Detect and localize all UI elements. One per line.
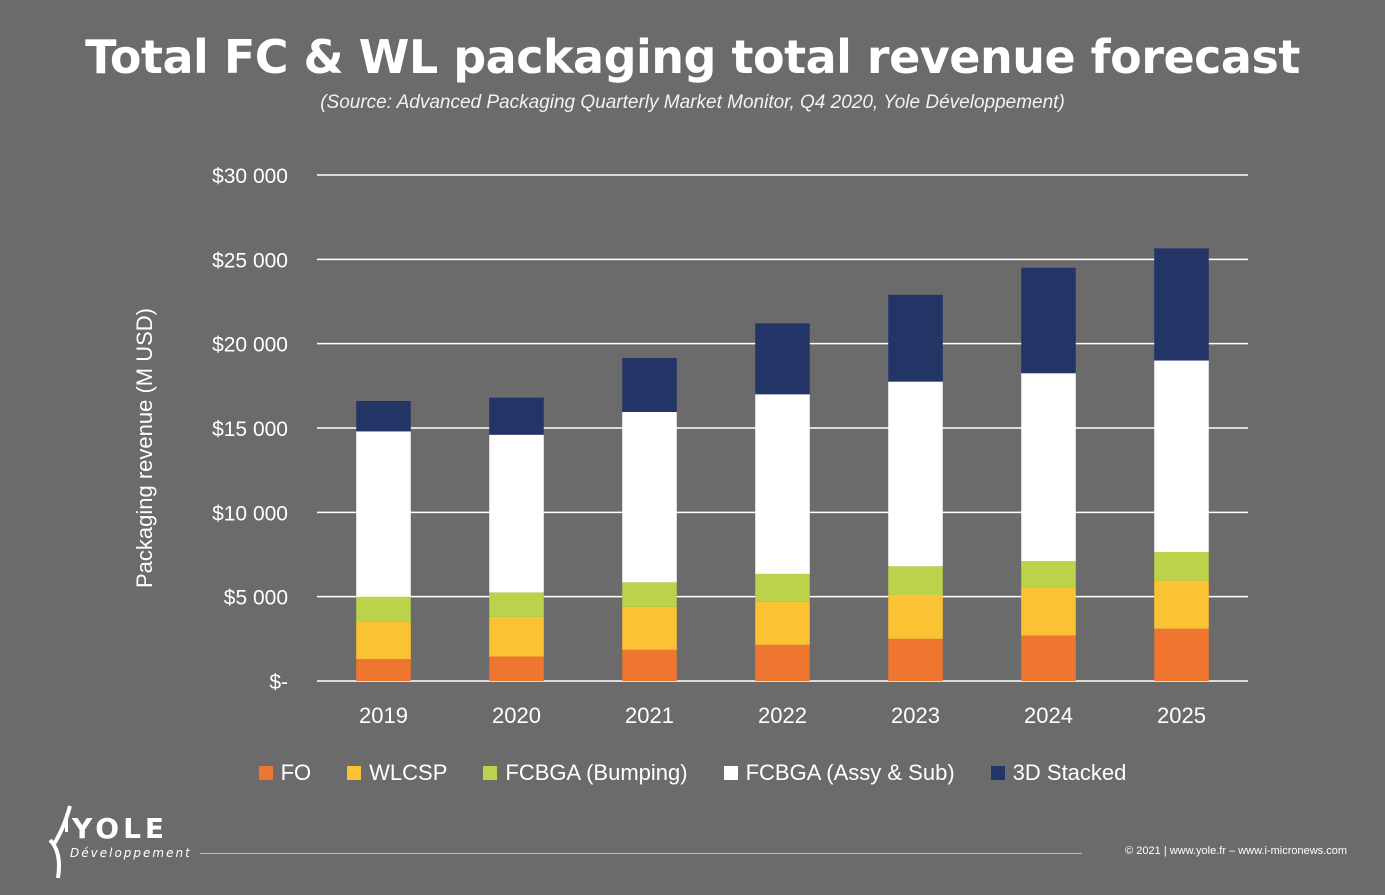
bar-segment-fcbga-bumping--2022 — [755, 573, 810, 602]
legend-swatch — [723, 766, 738, 780]
footer-copyright: © 2021 | www.yole.fr – www.i-micronews.c… — [1125, 845, 1347, 857]
bar-segment-wlcsp-2020 — [489, 616, 544, 657]
legend-label: FO — [280, 760, 312, 785]
bar-segment-wlcsp-2022 — [755, 601, 810, 645]
y-tick-label: $25 000 — [212, 249, 288, 272]
bar-segment-fcbga-bumping--2024 — [1021, 561, 1076, 588]
legend-label: FCBGA (Assy & Sub) — [745, 760, 955, 785]
bar-segment-wlcsp-2019 — [356, 621, 411, 660]
chart-subtitle: (Source: Advanced Packaging Quarterly Ma… — [320, 92, 1065, 113]
logo-wordmark: YOLE — [72, 812, 169, 845]
legend-item: FCBGA (Bumping) — [483, 760, 688, 786]
bar-segment-fo-2019 — [356, 659, 411, 681]
bar-segment-fo-2025 — [1154, 628, 1209, 681]
x-tick-label: 2023 — [891, 703, 940, 728]
legend-swatch — [258, 766, 273, 780]
bar-segment-fo-2020 — [489, 656, 544, 681]
bar-segment-fcbga-assy-sub--2024 — [1021, 373, 1076, 562]
y-axis-label: Packaging revenue (M USD) — [132, 308, 157, 588]
legend-item: FO — [258, 760, 312, 786]
bar-segment-3d-stacked-2019 — [356, 401, 411, 432]
legend-label: WLCSP — [369, 760, 448, 785]
x-tick-label: 2025 — [1157, 703, 1206, 728]
bar-segment-fo-2021 — [622, 649, 677, 681]
x-tick-label: 2020 — [492, 703, 541, 728]
logo-subtitle: Développement — [70, 846, 192, 860]
legend-label: FCBGA (Bumping) — [505, 760, 688, 785]
bar-segment-fcbga-assy-sub--2021 — [622, 411, 677, 583]
bar-segment-fcbga-bumping--2020 — [489, 592, 544, 617]
footer-divider — [200, 853, 1082, 854]
bar-segment-fo-2023 — [888, 638, 943, 681]
chart-title: Total FC & WL packaging total revenue fo… — [85, 30, 1300, 84]
yole-logo-icon — [48, 805, 72, 879]
bar-segment-fo-2022 — [755, 644, 810, 681]
y-tick-label: $20 000 — [212, 334, 288, 357]
bar-segment-3d-stacked-2023 — [888, 294, 943, 382]
legend-item: 3D Stacked — [990, 760, 1127, 786]
chart-legend: FO WLCSP FCBGA (Bumping) FCBGA (Assy & Sub)… — [0, 760, 1385, 786]
bar-segment-3d-stacked-2020 — [489, 397, 544, 435]
legend-swatch — [483, 766, 498, 780]
x-tick-label: 2022 — [758, 703, 807, 728]
bar-segment-3d-stacked-2022 — [755, 323, 810, 395]
y-tick-label: $5 000 — [224, 587, 288, 610]
x-tick-label: 2019 — [359, 703, 408, 728]
bar-segment-fcbga-assy-sub--2022 — [755, 394, 810, 574]
bar-segment-3d-stacked-2024 — [1021, 267, 1076, 374]
bar-segment-wlcsp-2023 — [888, 594, 943, 639]
bar-segment-3d-stacked-2021 — [622, 358, 677, 412]
legend-swatch — [990, 766, 1005, 780]
x-tick-label: 2021 — [625, 703, 674, 728]
bar-segment-3d-stacked-2025 — [1154, 248, 1209, 361]
bar-segment-fo-2024 — [1021, 635, 1076, 681]
legend-item: FCBGA (Assy & Sub) — [723, 760, 955, 786]
bar-segment-fcbga-assy-sub--2019 — [356, 431, 411, 597]
y-tick-label: $15 000 — [212, 418, 288, 441]
bar-segment-fcbga-bumping--2025 — [1154, 551, 1209, 581]
x-tick-labels: 2019 2020 2021 2022 2023 2024 2025 — [359, 703, 1206, 728]
y-tick-labels: $- $5 000 $10 000 $15 000 $20 000 $25 000 $30 … — [212, 165, 288, 694]
y-tick-label: $30 000 — [212, 165, 288, 188]
legend-item: WLCSP — [347, 760, 447, 786]
x-tick-label: 2024 — [1024, 703, 1073, 728]
bar-segment-wlcsp-2024 — [1021, 587, 1076, 636]
legend-swatch — [347, 766, 362, 780]
bar-segment-wlcsp-2021 — [622, 606, 677, 650]
y-tick-label: $10 000 — [212, 502, 288, 525]
bar-segment-fcbga-assy-sub--2025 — [1154, 360, 1209, 552]
y-tick-label: $- — [269, 671, 288, 694]
bar-segment-fcbga-bumping--2019 — [356, 596, 411, 622]
bar-stacks — [356, 248, 1209, 681]
bar-segment-fcbga-bumping--2023 — [888, 566, 943, 595]
bar-segment-fcbga-assy-sub--2020 — [489, 434, 544, 593]
bar-segment-wlcsp-2025 — [1154, 580, 1209, 629]
bar-segment-fcbga-assy-sub--2023 — [888, 381, 943, 567]
bar-segment-fcbga-bumping--2021 — [622, 582, 677, 607]
legend-label: 3D Stacked — [1012, 760, 1127, 785]
